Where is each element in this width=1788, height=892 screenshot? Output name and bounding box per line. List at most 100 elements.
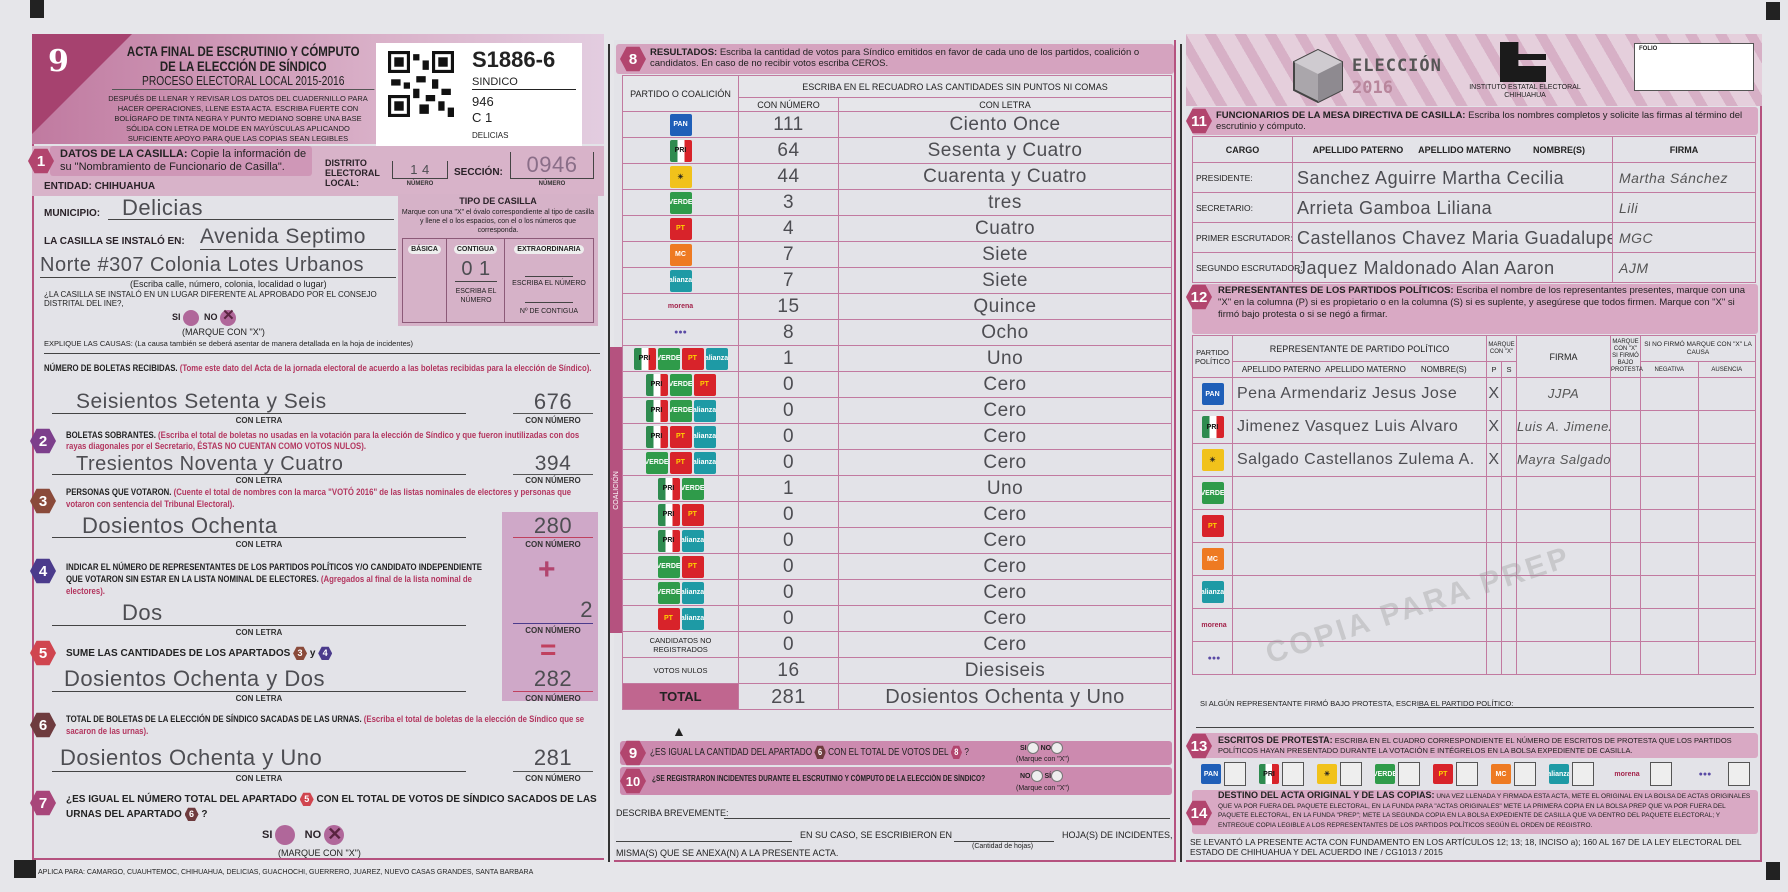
votes-letra-field[interactable]: tres xyxy=(838,189,1172,216)
representante-name-field[interactable] xyxy=(1232,542,1487,576)
contigua-number-field[interactable]: 0 1 xyxy=(455,257,497,282)
bajo-protesta-mark[interactable] xyxy=(1610,377,1642,411)
votes-numero-field[interactable]: 64 xyxy=(738,137,839,164)
negativa-mark[interactable] xyxy=(1640,410,1699,444)
protest-count-field[interactable] xyxy=(1650,762,1672,786)
s5-letra-field[interactable]: Dosientos Ochenta y Dos xyxy=(52,665,466,692)
signature-field[interactable]: AJM xyxy=(1612,252,1756,283)
negativa-mark[interactable] xyxy=(1640,476,1699,510)
s9-si-option[interactable] xyxy=(1026,742,1039,754)
votes-letra-field[interactable]: Siete xyxy=(838,267,1172,294)
votes-numero-field[interactable]: 16 xyxy=(738,657,839,684)
representante-name-field[interactable] xyxy=(1232,509,1487,543)
representante-name-field[interactable]: Jimenez Vasquez Luis Alvaro xyxy=(1232,410,1487,444)
votes-letra-field[interactable]: Uno xyxy=(838,475,1172,502)
negativa-mark[interactable] xyxy=(1640,641,1699,675)
votes-letra-field[interactable]: Cuarenta y Cuatro xyxy=(838,163,1172,190)
extraordinaria-number-field[interactable] xyxy=(525,267,573,277)
votes-numero-field[interactable]: 0 xyxy=(738,631,839,658)
extraordinaria-option[interactable]: EXTRAORDINARIA xyxy=(514,245,584,254)
contigua-option[interactable]: CONTIGUA xyxy=(453,245,498,254)
s4-letra-field[interactable]: Dos xyxy=(52,600,466,626)
protest-count-field[interactable] xyxy=(1398,762,1420,786)
votes-numero-field[interactable]: 1 xyxy=(738,475,839,502)
suplente-mark[interactable] xyxy=(1500,608,1518,642)
bajo-protesta-field[interactable] xyxy=(1418,707,1754,708)
distrito-field[interactable]: 1 4 xyxy=(392,161,448,179)
s10-si-option[interactable] xyxy=(1051,770,1064,782)
representante-name-field[interactable]: Salgado Castellanos Zulema A. xyxy=(1232,443,1487,477)
votes-numero-field[interactable]: 15 xyxy=(738,293,839,320)
propietario-mark[interactable] xyxy=(1486,476,1502,510)
signature-field[interactable]: MGC xyxy=(1612,222,1756,253)
suplente-mark[interactable] xyxy=(1500,509,1518,543)
instalo-line1-field[interactable]: Avenida Septimo xyxy=(200,224,396,250)
funcionario-name-field[interactable]: Castellanos Chavez Maria Guadalupe xyxy=(1292,222,1613,253)
signature-field[interactable]: JJPA xyxy=(1516,377,1612,411)
funcionario-name-field[interactable]: Jaquez Maldonado Alan Aaron xyxy=(1292,252,1613,283)
ausencia-mark[interactable] xyxy=(1697,377,1756,411)
votes-numero-field[interactable]: 0 xyxy=(738,501,839,528)
bajo-protesta-mark[interactable] xyxy=(1610,575,1642,609)
s3-numero-field[interactable]: 280 xyxy=(513,513,593,538)
signature-field[interactable]: Martha Sánchez xyxy=(1612,162,1756,193)
contigua-number-field-2[interactable] xyxy=(525,293,573,303)
negativa-mark[interactable] xyxy=(1640,509,1699,543)
votes-letra-field[interactable]: Cuatro xyxy=(838,215,1172,242)
ausencia-mark[interactable] xyxy=(1697,509,1756,543)
protest-count-field[interactable] xyxy=(1340,762,1362,786)
votes-letra-field[interactable]: Cero xyxy=(838,397,1172,424)
bajo-protesta-mark[interactable] xyxy=(1610,410,1642,444)
total-letra-field[interactable]: Dosientos Ochenta y Uno xyxy=(838,683,1172,710)
votes-numero-field[interactable]: 8 xyxy=(738,319,839,346)
votes-letra-field[interactable]: Cero xyxy=(838,527,1172,554)
seccion-field[interactable]: 0946 xyxy=(510,152,594,179)
representante-name-field[interactable]: Pena Armendariz Jesus Jose xyxy=(1232,377,1487,411)
s6-numero-field[interactable]: 281 xyxy=(513,743,593,772)
representante-name-field[interactable] xyxy=(1232,476,1487,510)
signature-field[interactable] xyxy=(1516,509,1612,543)
votes-numero-field[interactable]: 0 xyxy=(738,579,839,606)
votes-letra-field[interactable]: Cero xyxy=(838,371,1172,398)
suplente-mark[interactable] xyxy=(1500,410,1518,444)
s7-si-option[interactable] xyxy=(275,825,296,846)
s3-letra-field[interactable]: Dosientos Ochenta xyxy=(52,513,466,538)
protest-count-field[interactable] xyxy=(1282,762,1304,786)
votes-numero-field[interactable]: 0 xyxy=(738,553,839,580)
funcionario-name-field[interactable]: Sanchez Aguirre Martha Cecilia xyxy=(1292,162,1613,193)
votes-numero-field[interactable]: 0 xyxy=(738,605,839,632)
negativa-mark[interactable] xyxy=(1640,575,1699,609)
negativa-mark[interactable] xyxy=(1640,377,1699,411)
propietario-mark[interactable]: X xyxy=(1486,443,1502,477)
votes-numero-field[interactable]: 7 xyxy=(738,241,839,268)
signature-field[interactable] xyxy=(1516,608,1612,642)
s7-no-option-marked[interactable]: ✕ xyxy=(324,824,345,846)
s2-numero-field[interactable]: 394 xyxy=(513,453,593,475)
boletas-numero-field[interactable]: 676 xyxy=(513,390,593,414)
funcionario-name-field[interactable]: Arrieta Gamboa Liliana xyxy=(1292,192,1613,223)
ausencia-mark[interactable] xyxy=(1697,476,1756,510)
bajo-protesta-mark[interactable] xyxy=(1610,641,1642,675)
votes-numero-field[interactable]: 1 xyxy=(738,345,839,372)
votes-letra-field[interactable]: Cero xyxy=(838,631,1172,658)
signature-field[interactable] xyxy=(1516,476,1612,510)
votes-letra-field[interactable]: Ocho xyxy=(838,319,1172,346)
votes-numero-field[interactable]: 3 xyxy=(738,189,839,216)
s2-letra-field[interactable]: Tresientos Noventa y Cuatro xyxy=(52,453,466,475)
signature-field[interactable]: Luis A. Jimenez xyxy=(1516,410,1612,444)
votes-numero-field[interactable]: 0 xyxy=(738,371,839,398)
ausencia-mark[interactable] xyxy=(1697,542,1756,576)
representante-name-field[interactable] xyxy=(1232,608,1487,642)
no-option-marked[interactable]: ✕ xyxy=(220,306,237,326)
votes-numero-field[interactable]: 44 xyxy=(738,163,839,190)
boletas-letra-field[interactable]: Seisientos Setenta y Seis xyxy=(52,390,466,414)
s9-no-option[interactable] xyxy=(1051,742,1064,754)
votes-numero-field[interactable]: 0 xyxy=(738,423,839,450)
suplente-mark[interactable] xyxy=(1500,476,1518,510)
cantidad-hojas-field[interactable] xyxy=(954,841,1054,842)
propietario-mark[interactable]: X xyxy=(1486,410,1502,444)
ausencia-mark[interactable] xyxy=(1697,443,1756,477)
describa-field-2[interactable] xyxy=(616,841,792,842)
votes-letra-field[interactable]: Uno xyxy=(838,345,1172,372)
bajo-protesta-mark[interactable] xyxy=(1610,476,1642,510)
